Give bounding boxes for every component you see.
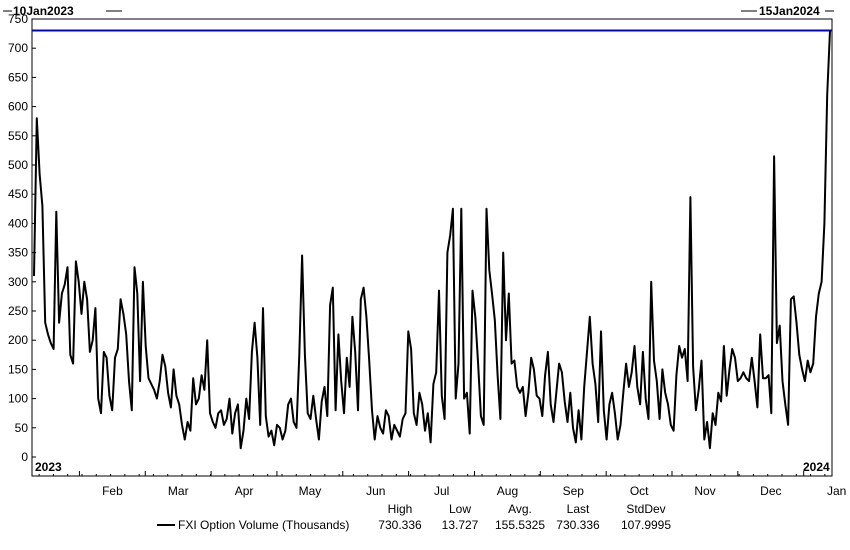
stats-header: High (388, 502, 413, 516)
x-month-label: Mar (168, 484, 189, 498)
y-tick-label: 700 (8, 41, 28, 55)
stats-header: Low (449, 502, 471, 516)
y-tick-label: 200 (8, 333, 28, 347)
y-tick-label: 350 (8, 246, 28, 260)
y-axis: 0 50 100 150 200 250 300 350 400 450 500 550 600 650 7… (8, 12, 36, 464)
x-month-label: Aug (497, 484, 518, 498)
x-month-label: Jan (827, 484, 846, 498)
x-month-label: Dec (760, 484, 781, 498)
y-tick-label: 400 (8, 216, 28, 230)
x-month-label: Oct (630, 484, 649, 498)
stats-value: 13.727 (442, 518, 479, 532)
y-tick-label: 250 (8, 304, 28, 318)
x-month-label: Jul (434, 484, 449, 498)
legend-series-name: FXI Option Volume (Thousands) (178, 518, 349, 532)
plot-layer (32, 29, 832, 450)
stats-header: Last (567, 502, 590, 516)
x-month-label: Feb (102, 484, 123, 498)
y-tick-label: 300 (8, 275, 28, 289)
y-tick-label: 450 (8, 187, 28, 201)
end-date-label: 15Jan2024 (759, 4, 820, 18)
y-tick-label: 0 (21, 450, 28, 464)
stats-value: 730.336 (556, 518, 600, 532)
stats-header: StdDev (626, 502, 665, 516)
stats-value: 107.9995 (621, 518, 671, 532)
y-tick-label: 600 (8, 100, 28, 114)
y-tick-label: 50 (15, 421, 29, 435)
x-axis: Feb Mar Apr May Jun Jul Aug Sep Oct Nov Dec Jan (38, 471, 846, 498)
y-tick-label: 650 (8, 70, 28, 84)
legend: FXI Option Volume (Thousands) (157, 518, 349, 532)
y-tick-label: 150 (8, 362, 28, 376)
x-month-label: May (299, 484, 322, 498)
stats-header: Avg. (508, 502, 532, 516)
stats-value: 155.5325 (495, 518, 545, 532)
start-date-label: 10Jan2023 (13, 4, 74, 18)
y-tick-label: 750 (8, 12, 28, 26)
plot-frame (31, 18, 833, 477)
year-start-label: 2023 (35, 460, 62, 474)
x-month-label: Apr (235, 484, 254, 498)
stats-value: 730.336 (378, 518, 422, 532)
y-tick-label: 100 (8, 392, 28, 406)
x-month-label: Sep (563, 484, 585, 498)
x-month-label: Nov (694, 484, 715, 498)
x-month-label: Jun (366, 484, 385, 498)
y-tick-label: 500 (8, 158, 28, 172)
y-tick-label: 550 (8, 129, 28, 143)
year-end-label: 2024 (803, 460, 830, 474)
series-line (33, 30, 831, 450)
stats-table: High 730.336 Low 13.727 Avg. 155.5325 Last 730.… (378, 502, 671, 532)
